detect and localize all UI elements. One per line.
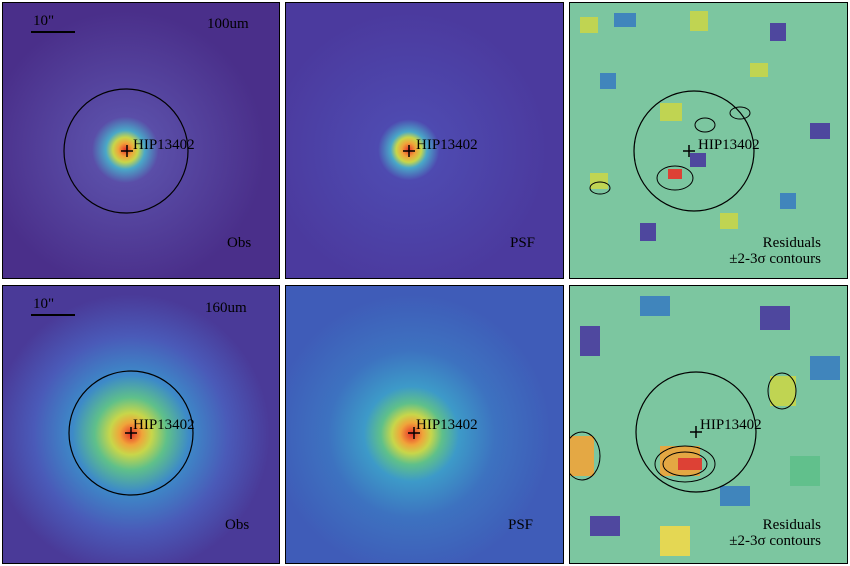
- scale-bar: [31, 314, 75, 316]
- panel-100um-psf: HIP13402 PSF 40 30 20 10: [285, 2, 564, 279]
- band-label: 160um: [205, 300, 247, 316]
- panel-label-obs: Obs: [227, 235, 252, 251]
- scale-bar-label: 10": [33, 296, 55, 312]
- psf-image-160um: [286, 286, 563, 563]
- panel-100um-obs: 10" 100um HIP13402 Obs: [2, 2, 280, 279]
- target-label: HIP13402: [698, 137, 760, 153]
- obs-image-160um: [3, 286, 279, 563]
- target-label: HIP13402: [700, 417, 762, 433]
- target-label: HIP13402: [133, 137, 195, 153]
- panel-label-psf: PSF: [508, 517, 534, 533]
- panel-100um-residual: HIP13402 Residuals ±2-3σ contours: [569, 2, 848, 279]
- scale-bar: [31, 31, 75, 33]
- panel-160um-obs: 10" 160um HIP13402 Obs: [2, 285, 280, 564]
- target-label: HIP13402: [416, 137, 478, 153]
- panel-label-obs: Obs: [225, 517, 250, 533]
- scale-bar-label: 10": [33, 13, 55, 29]
- band-label: 100um: [207, 16, 249, 32]
- panel-label-residual: Residuals ±2-3σ contours: [729, 517, 821, 549]
- panel-160um-residual: HIP13402 Residuals ±2-3σ contours: [569, 285, 848, 564]
- target-label: HIP13402: [416, 417, 478, 433]
- psf-image-100um: [286, 3, 563, 278]
- panel-label-residual: Residuals ±2-3σ contours: [729, 235, 821, 267]
- panel-label-psf: PSF: [510, 235, 536, 251]
- obs-image-100um: [3, 3, 279, 278]
- residual-image-160um: [570, 286, 847, 563]
- panel-160um-psf: HIP13402 PSF 20 15 10 5: [285, 285, 564, 564]
- residual-image-100um: [570, 3, 847, 278]
- target-label: HIP13402: [133, 417, 195, 433]
